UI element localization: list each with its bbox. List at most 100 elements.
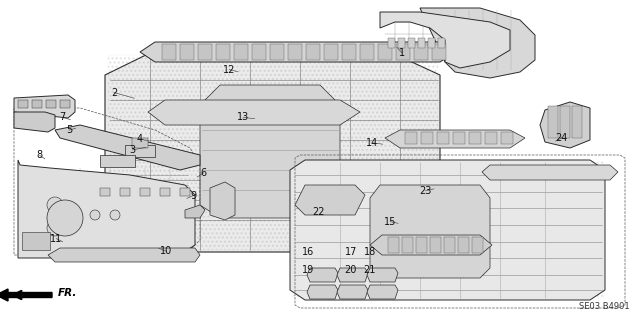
Text: 18: 18 [364,247,376,257]
Polygon shape [337,268,368,282]
Polygon shape [437,132,449,144]
Polygon shape [162,44,176,60]
Polygon shape [180,188,190,196]
Text: 7: 7 [60,112,66,122]
Polygon shape [458,237,469,253]
Polygon shape [270,44,284,60]
Polygon shape [252,44,266,60]
Polygon shape [420,8,535,78]
Polygon shape [380,12,510,68]
Polygon shape [32,100,42,108]
Polygon shape [125,145,155,157]
Text: 5: 5 [66,125,72,135]
Text: 1: 1 [399,48,405,58]
Polygon shape [378,44,392,60]
Text: 9: 9 [190,190,196,201]
Polygon shape [48,248,200,262]
Text: 6: 6 [200,168,207,178]
Circle shape [17,117,27,127]
Text: 2: 2 [111,87,117,98]
Polygon shape [216,44,230,60]
Polygon shape [421,132,433,144]
Text: 13: 13 [237,112,250,122]
Circle shape [110,210,120,220]
Text: 19: 19 [302,264,315,275]
Polygon shape [148,100,360,125]
Polygon shape [200,85,340,218]
Text: 15: 15 [384,217,397,227]
Polygon shape [100,188,110,196]
Polygon shape [22,232,50,250]
Bar [292,162,604,298]
Polygon shape [408,38,415,48]
Polygon shape [105,52,440,252]
Polygon shape [416,237,427,253]
Text: FR.: FR. [58,288,77,298]
Polygon shape [307,285,338,299]
Text: SE03 B4901: SE03 B4901 [579,302,630,311]
Polygon shape [180,44,194,60]
Polygon shape [306,44,320,60]
Polygon shape [414,44,428,60]
Polygon shape [18,160,195,258]
Polygon shape [398,38,405,48]
Polygon shape [60,100,70,108]
Polygon shape [234,44,248,60]
Polygon shape [572,106,582,138]
Polygon shape [342,44,356,60]
Polygon shape [388,237,399,253]
Polygon shape [367,268,398,282]
Circle shape [47,220,63,236]
Text: 21: 21 [364,264,376,275]
Polygon shape [198,44,212,60]
Text: 8: 8 [36,150,43,160]
Polygon shape [540,102,590,148]
Polygon shape [160,188,170,196]
Polygon shape [405,132,417,144]
Polygon shape [370,185,490,278]
Text: 4: 4 [136,134,143,144]
Polygon shape [438,38,445,48]
Polygon shape [290,160,605,300]
Polygon shape [370,235,492,255]
Polygon shape [120,188,130,196]
Text: 20: 20 [344,264,357,275]
Polygon shape [295,185,365,215]
Polygon shape [140,188,150,196]
Polygon shape [185,205,205,218]
Polygon shape [14,112,55,132]
Polygon shape [548,106,558,138]
Polygon shape [444,237,455,253]
Polygon shape [418,38,425,48]
Text: 10: 10 [160,246,173,256]
Circle shape [47,197,63,213]
Polygon shape [324,44,338,60]
Polygon shape [453,132,465,144]
Polygon shape [402,237,413,253]
Circle shape [33,117,43,127]
Text: 14: 14 [366,138,379,148]
Polygon shape [337,285,368,299]
Polygon shape [501,132,513,144]
Text: 12: 12 [223,64,236,75]
Polygon shape [388,38,395,48]
Text: 3: 3 [129,145,136,155]
Text: 16: 16 [302,247,315,257]
Text: 22: 22 [312,207,325,217]
Polygon shape [482,165,618,180]
Text: 24: 24 [556,133,568,143]
Text: 11: 11 [50,234,63,244]
Polygon shape [430,237,441,253]
Polygon shape [18,100,28,108]
Bar [108,55,438,250]
Polygon shape [367,285,398,299]
Polygon shape [140,42,455,62]
Polygon shape [46,100,56,108]
Polygon shape [396,44,410,60]
Polygon shape [132,138,148,148]
Polygon shape [432,44,446,60]
Polygon shape [560,106,570,138]
Circle shape [90,210,100,220]
Polygon shape [100,155,135,167]
Polygon shape [210,182,235,220]
